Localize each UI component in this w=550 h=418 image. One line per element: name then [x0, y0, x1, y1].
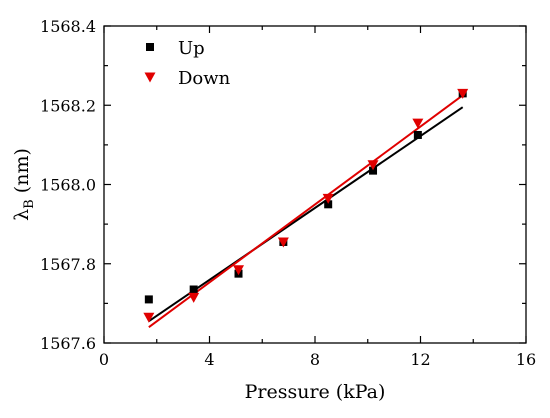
data-point-down	[367, 160, 379, 171]
x-axis-title: Pressure (kPa)	[245, 381, 386, 403]
y-tick-label: 1567.6	[40, 334, 96, 353]
data-point-up	[189, 285, 198, 294]
data-points	[143, 88, 469, 323]
y-axis-title-unit: (nm)	[11, 148, 33, 199]
y-tick-label: 1568.4	[40, 17, 96, 36]
data-point-down	[233, 265, 245, 276]
x-tick-label: 4	[204, 350, 214, 369]
legend-label-down: Down	[178, 68, 231, 89]
y-axis-title: λB (nm)	[11, 148, 37, 221]
data-point-down	[277, 237, 289, 248]
fit-lines	[148, 94, 464, 328]
x-tick-label: 0	[99, 350, 109, 369]
y-tick-label: 1568.2	[40, 96, 96, 115]
ticks-layer: 0 4 8 12 16 1567.6 1567.8 1568.0 1568.2 1568.4	[40, 17, 536, 369]
y-tick-label: 1567.8	[40, 255, 96, 274]
data-point-down	[143, 312, 155, 323]
x-tick-label: 12	[410, 350, 430, 369]
data-point-up	[413, 130, 422, 139]
x-tick-label: 16	[516, 350, 536, 369]
y-axis-title-main: λ	[11, 209, 33, 221]
legend-label-up: Up	[178, 38, 205, 59]
data-point-down	[322, 193, 334, 204]
fit-line-down	[148, 94, 464, 328]
legend-marker-down	[144, 72, 156, 83]
y-tick-label: 1568.0	[40, 176, 96, 195]
data-point-down	[457, 88, 469, 99]
x-tick-label: 8	[310, 350, 320, 369]
data-point-up	[324, 200, 333, 209]
y-axis-title-subscript: B	[22, 199, 37, 209]
data-point-up	[144, 295, 153, 304]
legend-marker-up	[146, 43, 154, 51]
data-point-down	[412, 118, 424, 129]
legend: Up Down	[144, 38, 231, 89]
plot-frame	[103, 25, 527, 344]
fit-line-up	[148, 106, 464, 323]
data-point-down	[188, 292, 200, 303]
data-point-up	[369, 166, 378, 175]
